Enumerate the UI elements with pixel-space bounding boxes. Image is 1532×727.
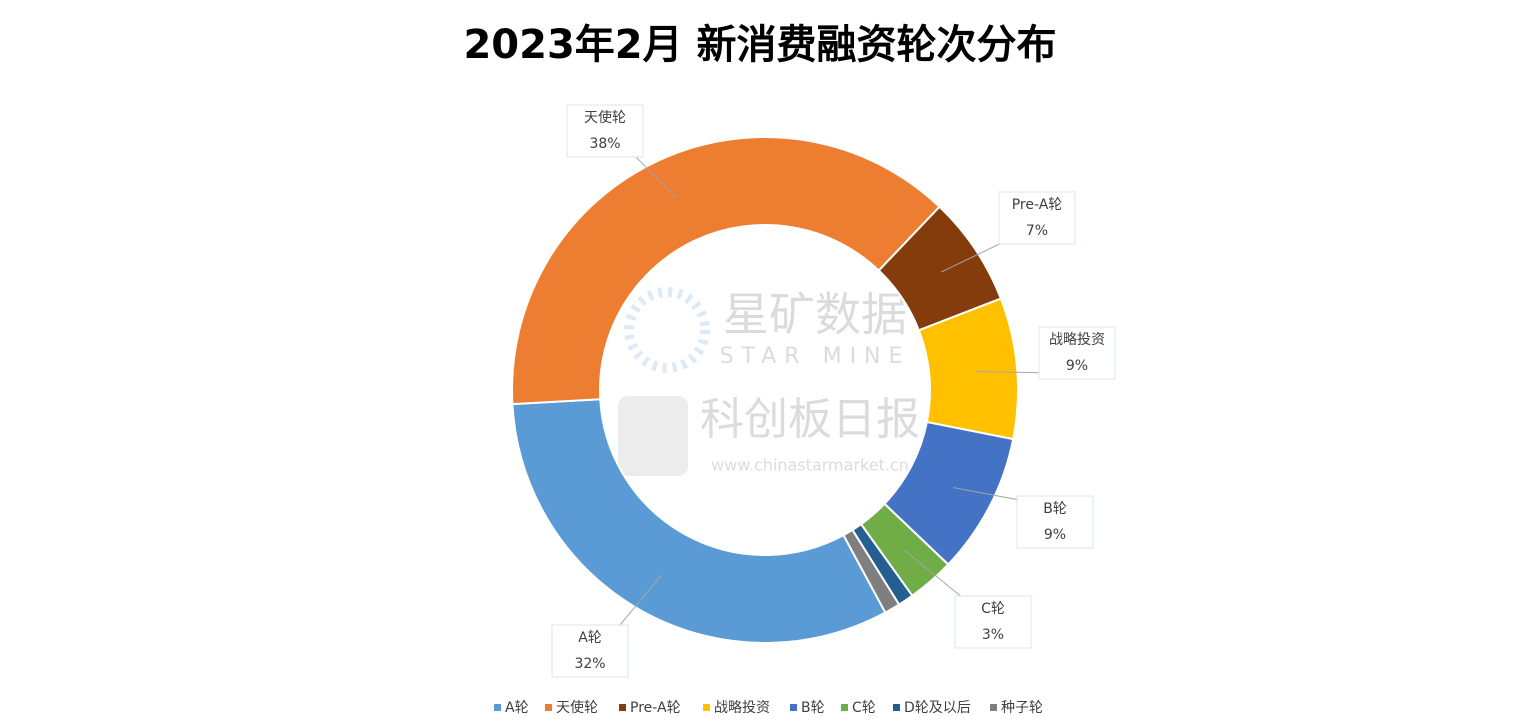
donut-slice <box>511 398 887 644</box>
data-label: 3% <box>982 627 1004 643</box>
data-label-name: C轮 <box>981 601 1005 617</box>
data-label: 7% <box>1026 223 1048 239</box>
data-label: 9% <box>1044 527 1066 543</box>
donut-slice <box>511 136 941 406</box>
leader-line <box>629 150 677 198</box>
legend-label: 种子轮 <box>1001 700 1043 716</box>
legend-swatch <box>494 704 501 711</box>
chart-title: 2023年2月 新消费融资轮次分布 <box>463 22 1056 68</box>
label-box <box>998 191 1076 245</box>
watermark-text: 科创板日报 <box>700 394 920 445</box>
legend-swatch <box>841 704 848 711</box>
legend-label: 战略投资 <box>714 700 770 716</box>
leader-line <box>614 574 662 632</box>
legend-label: A轮 <box>505 700 529 716</box>
label-box <box>551 624 629 678</box>
legend-label: 天使轮 <box>556 699 598 716</box>
watermark-logo <box>618 396 688 476</box>
label-box <box>566 104 644 158</box>
label-box <box>1038 326 1116 380</box>
label-box <box>954 595 1032 649</box>
legend-label: B轮 <box>801 700 825 716</box>
watermark: 星矿数据 STAR MINE 科创板日报 www.chinastarmarket… <box>618 287 920 476</box>
data-label-name: 战略投资 <box>1049 332 1105 348</box>
data-label-name: A轮 <box>578 630 602 646</box>
legend-swatch <box>893 704 900 711</box>
watermark-text: STAR MINE <box>720 344 911 369</box>
leader-line <box>903 549 969 603</box>
legend-swatch <box>619 704 626 711</box>
donut-slice <box>842 528 901 614</box>
data-label: 32% <box>574 656 605 672</box>
watermark-text: 星矿数据 <box>723 288 907 342</box>
data-label: 38% <box>589 136 620 152</box>
legend-label: Pre-A轮 <box>630 700 681 716</box>
data-label: 9% <box>1066 358 1088 374</box>
data-label-name: B轮 <box>1043 501 1067 517</box>
data-label-name: Pre-A轮 <box>1012 197 1063 213</box>
watermark-text: www.chinastarmarket.cn <box>711 456 909 475</box>
legend-label: D轮及以后 <box>904 700 971 716</box>
data-label-name: 天使轮 <box>584 109 626 126</box>
watermark-logo <box>624 287 710 373</box>
legend-swatch <box>990 704 997 711</box>
legend-label: C轮 <box>852 700 876 716</box>
legend-swatch <box>545 704 552 711</box>
legend-swatch <box>703 704 710 711</box>
label-box <box>1016 495 1094 549</box>
legend-swatch <box>790 704 797 711</box>
